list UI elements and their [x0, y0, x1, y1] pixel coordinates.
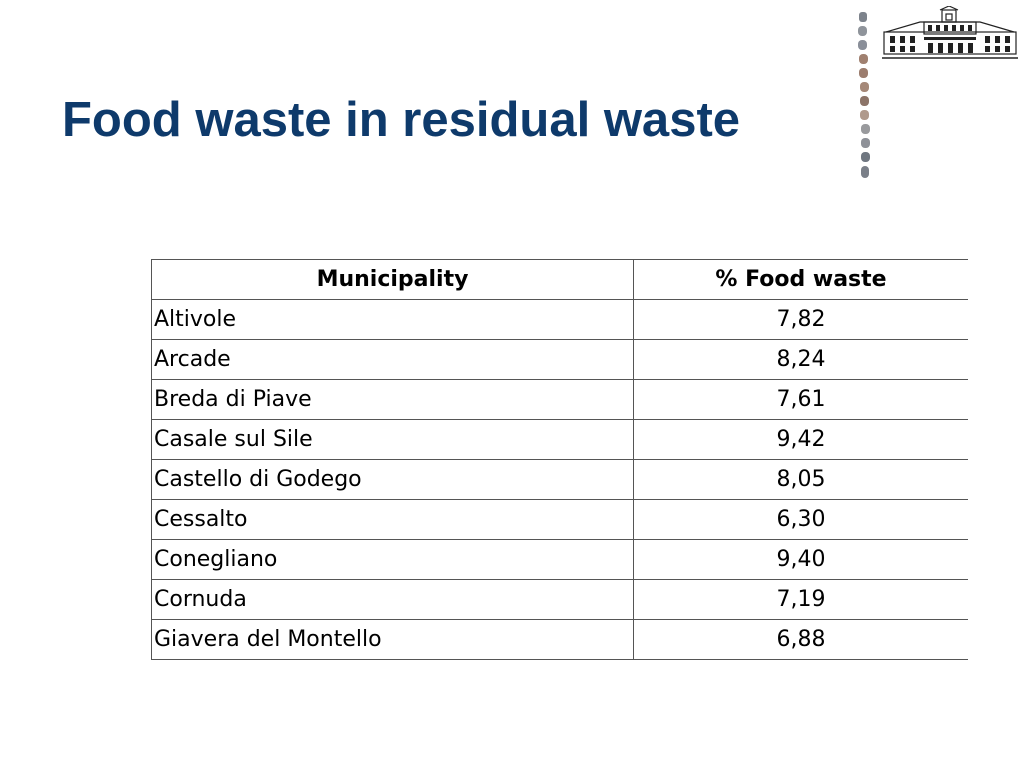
- slide-title: Food waste in residual waste: [62, 93, 741, 147]
- building-logo-icon: [882, 6, 1018, 59]
- table-header-row: Municipality % Food waste: [151, 259, 968, 300]
- table-row: Castello di Godego 8,05: [151, 459, 968, 500]
- header-food-waste: % Food waste: [633, 259, 968, 300]
- food-waste-cell: 9,42: [633, 419, 968, 460]
- food-waste-table: Municipality % Food waste Altivole 7,82 …: [151, 259, 968, 660]
- food-waste-cell: 7,19: [633, 579, 968, 620]
- table-row: Arcade 8,24: [151, 339, 968, 380]
- bead-chain-icon: [858, 12, 870, 178]
- table-row: Conegliano 9,40: [151, 539, 968, 580]
- food-waste-cell: 7,61: [633, 379, 968, 420]
- table-row: Cessalto 6,30: [151, 499, 968, 540]
- municipality-cell: Casale sul Sile: [151, 419, 634, 460]
- municipality-cell: Arcade: [151, 339, 634, 380]
- food-waste-cell: 6,30: [633, 499, 968, 540]
- municipality-cell: Cornuda: [151, 579, 634, 620]
- header-municipality: Municipality: [151, 259, 634, 300]
- table-row: Breda di Piave 7,61: [151, 379, 968, 420]
- food-waste-cell: 6,88: [633, 619, 968, 660]
- municipality-cell: Breda di Piave: [151, 379, 634, 420]
- table-row: Giavera del Montello 6,88: [151, 619, 968, 660]
- table-row: Casale sul Sile 9,42: [151, 419, 968, 460]
- food-waste-cell: 9,40: [633, 539, 968, 580]
- municipality-cell: Conegliano: [151, 539, 634, 580]
- municipality-cell: Cessalto: [151, 499, 634, 540]
- table-row: Cornuda 7,19: [151, 579, 968, 620]
- municipality-cell: Giavera del Montello: [151, 619, 634, 660]
- municipality-cell: Altivole: [151, 299, 634, 340]
- food-waste-cell: 8,05: [633, 459, 968, 500]
- table-row: Altivole 7,82: [151, 299, 968, 340]
- food-waste-cell: 8,24: [633, 339, 968, 380]
- food-waste-cell: 7,82: [633, 299, 968, 340]
- municipality-cell: Castello di Godego: [151, 459, 634, 500]
